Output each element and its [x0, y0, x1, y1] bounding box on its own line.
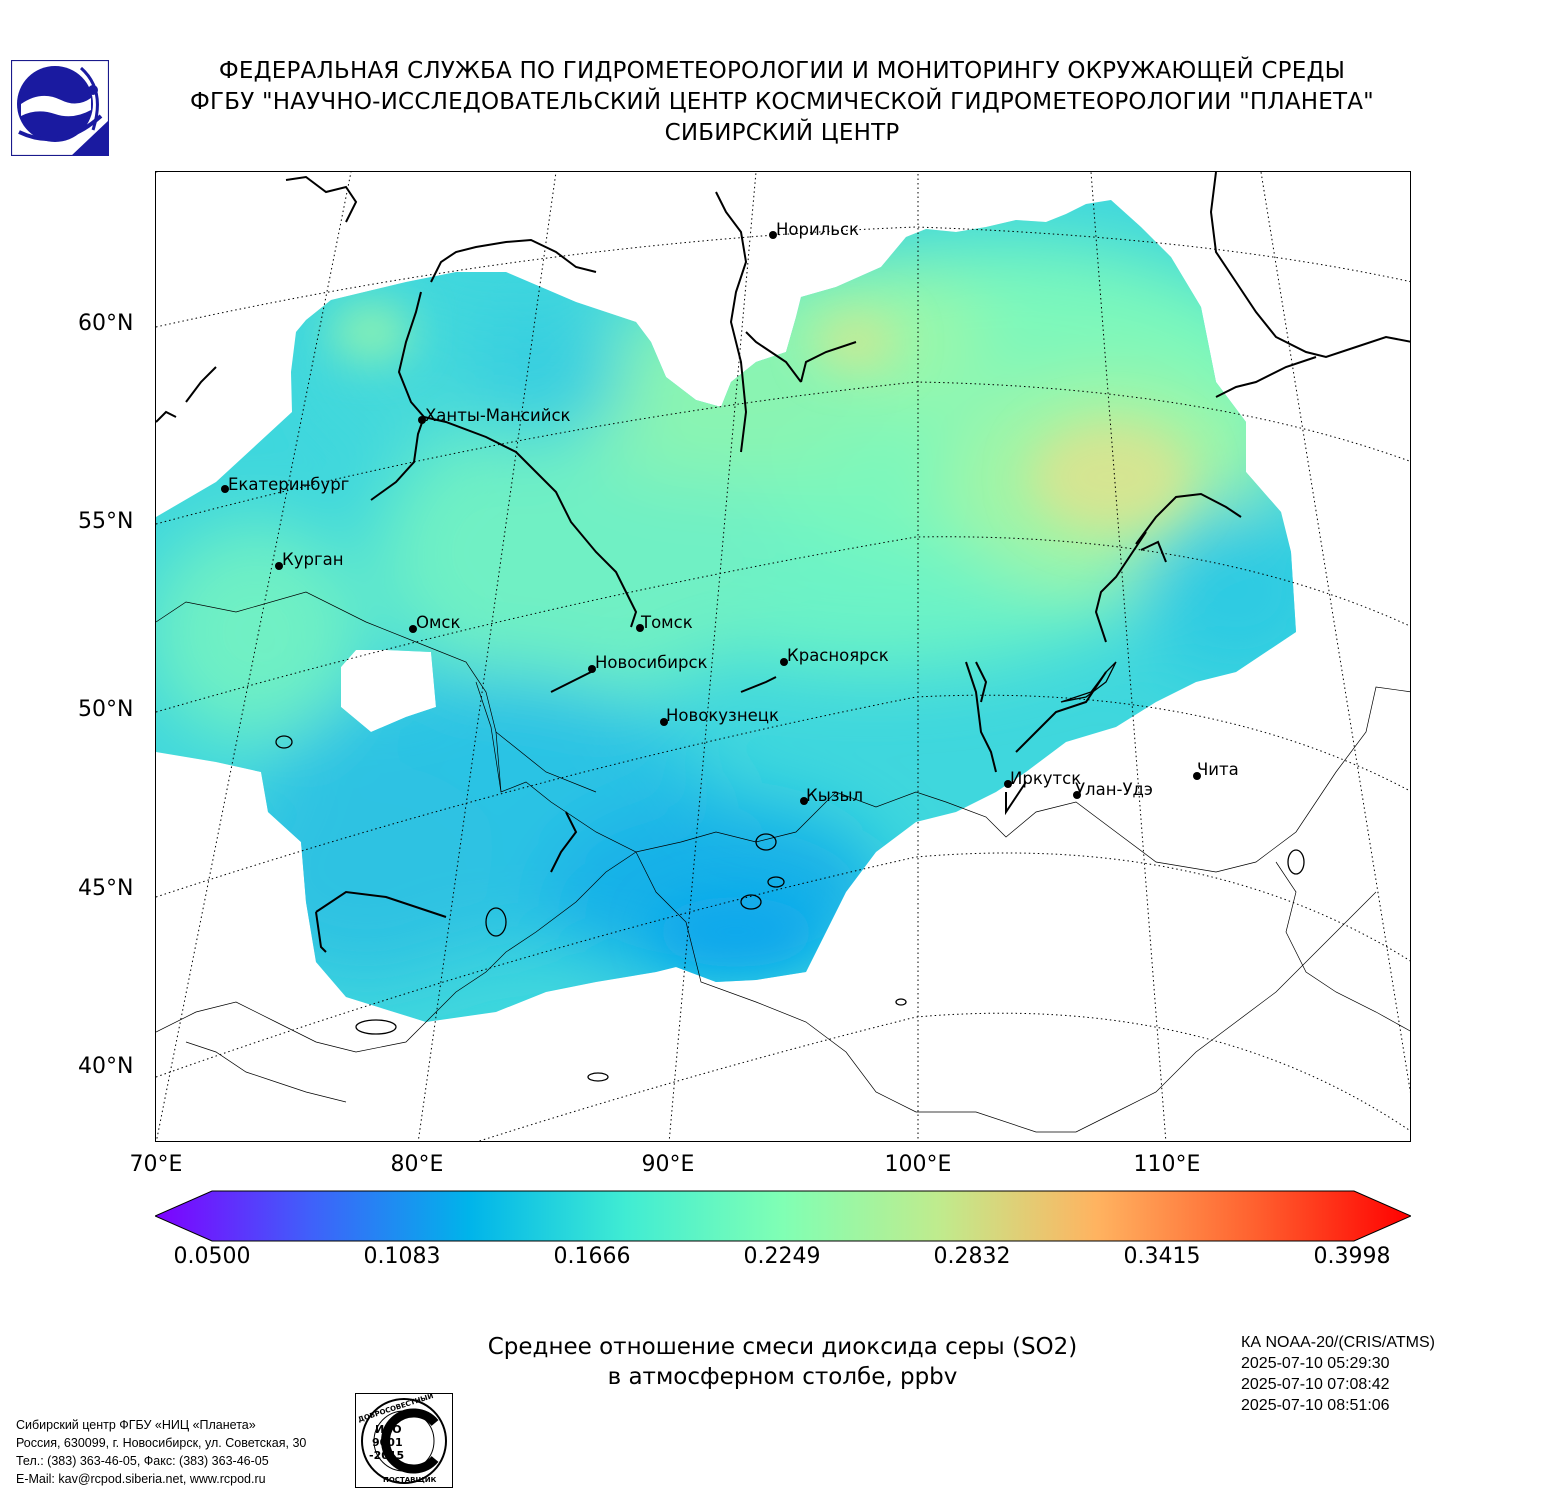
city-label: Екатеринбург [228, 475, 349, 494]
city-label: Чита [1197, 760, 1239, 779]
pass-time: 2025-07-10 07:08:42 [1241, 1376, 1390, 1393]
colorbar-tick: 0.1666 [553, 1244, 631, 1269]
map-svg: Норильск Ханты-Мансийск Екатеринбург Кур… [156, 172, 1410, 1141]
city-kyzyl: Кызыл [800, 786, 863, 805]
lon-label-80: 80°E [390, 1152, 444, 1177]
header-line-3: СИБИРСКИЙ ЦЕНТР [664, 120, 900, 146]
city-chita: Чита [1193, 760, 1239, 780]
so2-field [156, 200, 1296, 1022]
footer-line: Россия, 630099, г. Новосибирск, ул. Сове… [16, 1436, 307, 1450]
iso-badge-icon: ИСО 9001 -2015 ДОБРОСОВЕСТНЫЙ ПОСТАВЩИК [355, 1393, 453, 1488]
pass-time: 2025-07-10 08:51:06 [1241, 1397, 1390, 1414]
meridians [156, 172, 1410, 1141]
lon-label-70: 70°E [129, 1152, 183, 1177]
satellite-info: КА NOAA-20/(CRIS/ATMS) 2025-07-10 05:29:… [1241, 1332, 1435, 1416]
caption-line-2: в атмосферном столбе, ppbv [607, 1364, 958, 1390]
city-norilsk: Норильск [769, 220, 859, 239]
colorbar-tick: 0.1083 [363, 1244, 441, 1269]
caption-line-1: Среднее отношение смеси диоксида серы (S… [487, 1334, 1078, 1360]
lat-label-40: 40°N [78, 1054, 134, 1079]
lat-label-50: 50°N [78, 697, 134, 722]
iso-bottom-text: ПОСТАВЩИК [383, 1476, 437, 1484]
footer-line: E-Mail: kav@rcpod.siberia.net, www.rcpod… [16, 1472, 266, 1486]
colorbar-tick: 0.2832 [933, 1244, 1011, 1269]
city-khanty-mansiysk: Ханты-Мансийск [418, 406, 571, 425]
map-panel: Норильск Ханты-Мансийск Екатеринбург Кур… [155, 171, 1411, 1142]
city-omsk: Омск [409, 613, 461, 633]
lat-label-55: 55°N [78, 509, 134, 534]
city-label: Иркутск [1010, 769, 1081, 788]
colorbar-tick: 0.3415 [1123, 1244, 1201, 1269]
colorbar-tick: 0.2249 [743, 1244, 821, 1269]
city-label: Новокузнецк [666, 706, 779, 725]
rivers-and-coastlines [156, 172, 1410, 953]
city-novokuznetsk: Новокузнецк [660, 706, 779, 726]
lat-label-45: 45°N [78, 876, 134, 901]
footer-line: Тел.: (383) 363-46-05, Факс: (383) 363-4… [16, 1454, 269, 1468]
city-label: Омск [416, 613, 461, 632]
city-novosibirsk: Новосибирск [588, 653, 708, 673]
city-markers: Норильск Ханты-Мансийск Екатеринбург Кур… [221, 220, 1239, 805]
lon-label-100: 100°E [884, 1152, 952, 1177]
city-kurgan: Курган [275, 550, 344, 570]
lon-label-110: 110°E [1133, 1152, 1201, 1177]
lat-label-60: 60°N [78, 311, 134, 336]
satellite-name: КА NOAA-20/(CRIS/ATMS) [1241, 1334, 1435, 1351]
colorbar-gradient [155, 1190, 1411, 1242]
country-borders [156, 591, 1410, 1133]
city-krasnoyarsk: Красноярск [780, 646, 889, 666]
city-ulan-ude: Улан-Удэ [1073, 780, 1153, 799]
header: ФЕДЕРАЛЬНАЯ СЛУЖБА ПО ГИДРОМЕТЕОРОЛОГИИ … [120, 56, 1444, 149]
lakes [275, 661, 1305, 1082]
city-yekaterinburg: Екатеринбург [221, 475, 349, 494]
city-label: Улан-Удэ [1075, 780, 1153, 799]
city-label: Норильск [776, 220, 859, 239]
city-irkutsk: Иркутск [1004, 769, 1081, 788]
pass-time: 2025-07-10 05:29:30 [1241, 1355, 1390, 1372]
city-tomsk: Томск [636, 613, 693, 632]
header-line-1: ФЕДЕРАЛЬНАЯ СЛУЖБА ПО ГИДРОМЕТЕОРОЛОГИИ … [218, 58, 1346, 84]
city-label: Новосибирск [595, 653, 708, 672]
planeta-logo-icon [11, 60, 109, 156]
footer-line: Сибирский центр ФГБУ «НИЦ «Планета» [16, 1418, 256, 1432]
iso-code-3: -2015 [369, 1449, 404, 1462]
city-label: Ханты-Мансийск [425, 406, 571, 425]
city-label: Курган [282, 550, 344, 569]
footer-contacts: Сибирский центр ФГБУ «НИЦ «Планета» Росс… [16, 1416, 306, 1488]
city-label: Красноярск [787, 646, 889, 665]
colorbar-tick: 0.3998 [1313, 1244, 1391, 1269]
city-label: Томск [640, 613, 693, 632]
caption-block: Среднее отношение смеси диоксида серы (S… [0, 1332, 1550, 1392]
colorbar [155, 1190, 1411, 1242]
lon-label-90: 90°E [641, 1152, 695, 1177]
header-line-2: ФГБУ "НАУЧНО-ИССЛЕДОВАТЕЛЬСКИЙ ЦЕНТР КОС… [190, 89, 1374, 115]
city-label: Кызыл [806, 786, 863, 805]
parallels [156, 172, 1410, 1141]
colorbar-tick: 0.0500 [173, 1244, 251, 1269]
iso-code-1: ИСО [375, 1423, 402, 1436]
iso-code-2: 9001 [372, 1436, 403, 1449]
